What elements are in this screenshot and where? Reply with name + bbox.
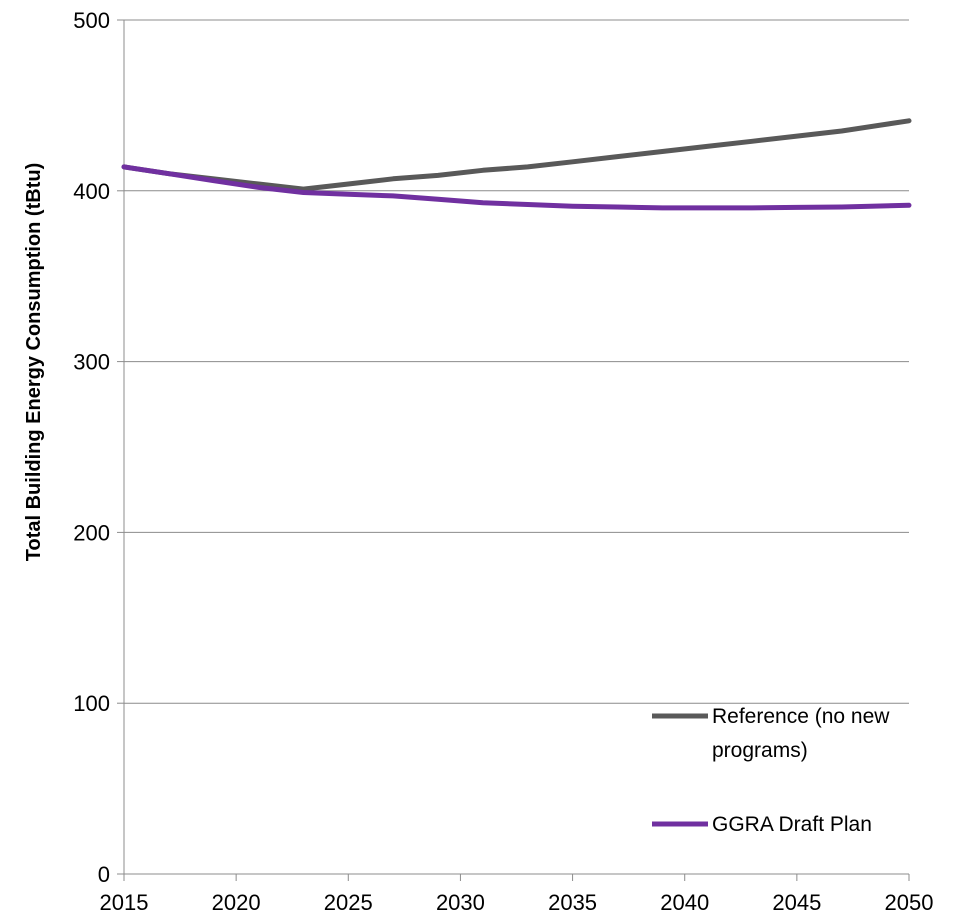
- y-tick-label-0: 0: [98, 862, 110, 887]
- x-tick-label-2050: 2050: [885, 890, 934, 915]
- x-tick-label-2035: 2035: [548, 890, 597, 915]
- y-tick-label-300: 300: [73, 350, 110, 375]
- x-tick-label-2025: 2025: [324, 890, 373, 915]
- x-tick-labels: 2015 2020 2025 2030 2035 2040 2045 2050: [100, 890, 934, 915]
- series-line-1: [121, 164, 912, 211]
- legend-label-0: Reference (no new programs): [712, 705, 890, 762]
- legend-label-line: programs): [712, 739, 808, 762]
- x-tick-label-2015: 2015: [100, 890, 149, 915]
- legend: Reference (no new programs) GGRA Draft Pla…: [652, 705, 890, 836]
- axes: [117, 19, 910, 881]
- x-tick-label-2030: 2030: [436, 890, 485, 915]
- x-tick-label-2040: 2040: [660, 890, 709, 915]
- legend-label-line: Reference (no new: [712, 705, 890, 728]
- y-tick-label-200: 200: [73, 520, 110, 545]
- y-axis-title: Total Building Energy Consumption (tBtu): [23, 163, 45, 561]
- legend-label-line: GGRA Draft Plan: [712, 813, 872, 836]
- y-tick-label-100: 100: [73, 691, 110, 716]
- legend-label-1: GGRA Draft Plan: [712, 813, 872, 836]
- series-lines: [121, 118, 912, 211]
- series-line-0: [121, 118, 912, 192]
- y-tick-label-500: 500: [73, 8, 110, 33]
- gridlines: [124, 19, 909, 704]
- x-tick-label-2020: 2020: [212, 890, 261, 915]
- y-tick-labels: 0 100 200 300 400 500: [73, 8, 110, 887]
- x-tick-label-2045: 2045: [772, 890, 821, 915]
- y-tick-label-400: 400: [73, 179, 110, 204]
